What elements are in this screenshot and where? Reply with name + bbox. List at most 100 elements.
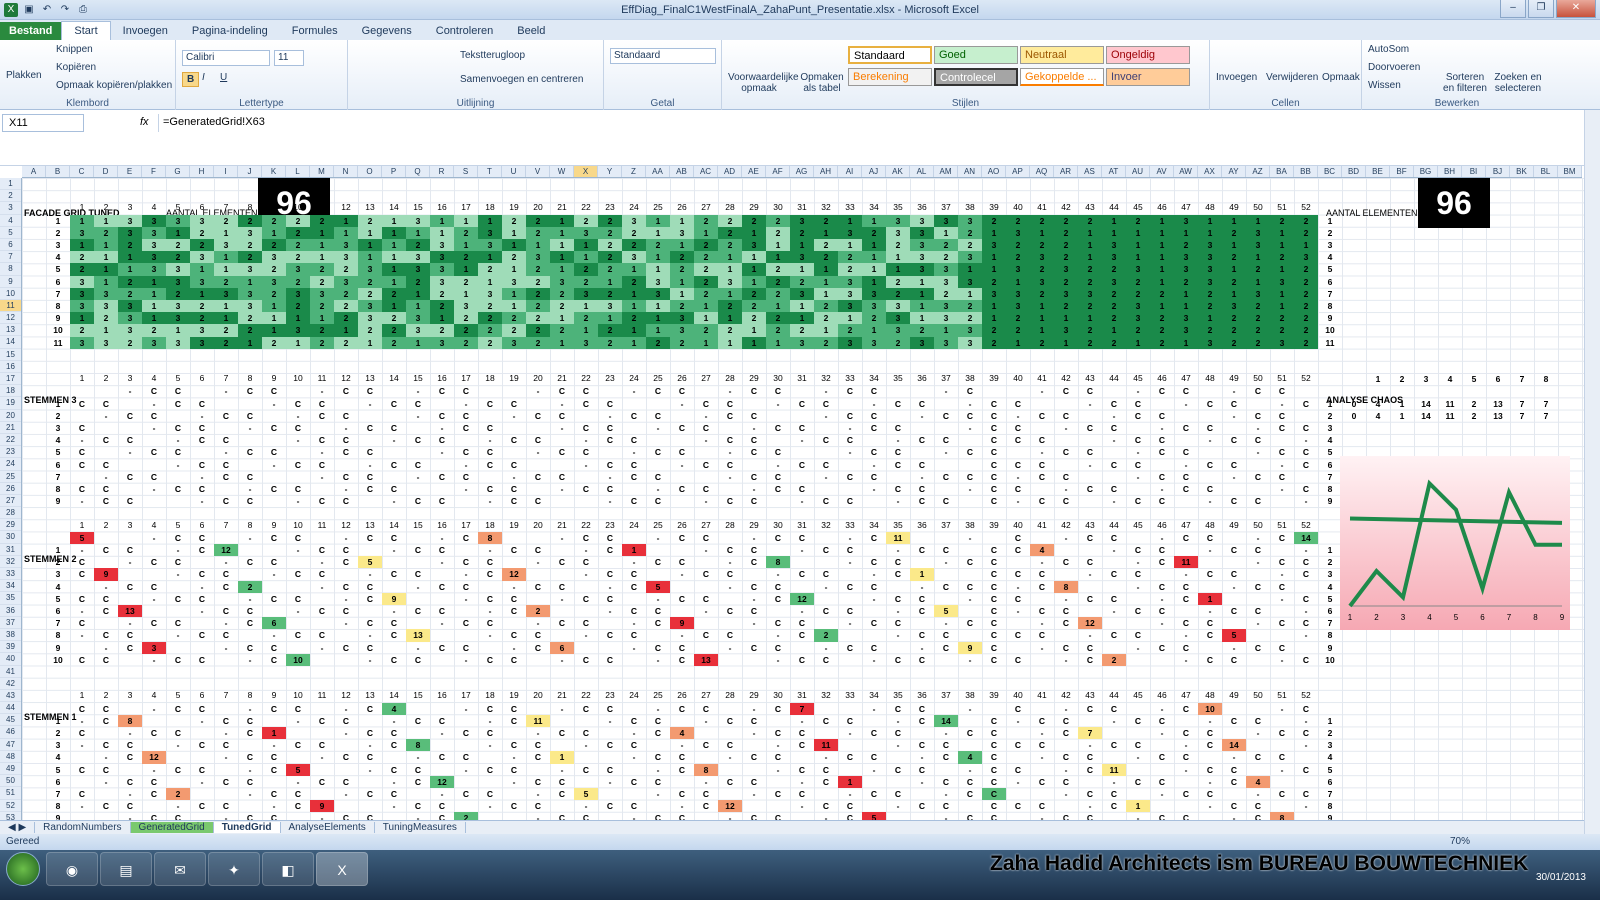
grid-cell[interactable]: 1 xyxy=(910,300,934,313)
stem-cell[interactable]: C xyxy=(486,703,494,714)
grid-cell[interactable]: 1 xyxy=(1126,336,1150,349)
stem-cell[interactable]: 14 xyxy=(1294,531,1318,544)
stem-cell[interactable]: C xyxy=(534,471,542,482)
grid-cell[interactable]: 1 xyxy=(166,324,190,337)
stem-cell[interactable]: C xyxy=(582,557,590,568)
stem-cell[interactable]: C xyxy=(582,423,590,433)
excel-taskbar-icon[interactable]: X xyxy=(316,852,368,886)
paste-button[interactable]: Plakken xyxy=(6,70,42,81)
stem-cell[interactable]: C xyxy=(222,801,230,812)
grid-cell[interactable]: 1 xyxy=(574,251,598,264)
stem-cell[interactable]: - xyxy=(464,459,468,470)
stem-cell[interactable]: C xyxy=(198,801,206,812)
stem-cell[interactable]: - xyxy=(200,581,204,592)
grid-cell[interactable]: 1 xyxy=(454,214,478,227)
stem-cell[interactable]: C xyxy=(366,471,374,482)
stem-cell[interactable]: - xyxy=(1040,752,1044,763)
stem-cell[interactable]: C xyxy=(222,740,230,751)
stem-cell[interactable]: C xyxy=(150,789,158,799)
column-header[interactable]: K xyxy=(262,166,286,177)
grid-cell[interactable]: 2 xyxy=(502,251,526,264)
stem-cell[interactable]: C xyxy=(918,484,926,494)
grid-cell[interactable]: 3 xyxy=(670,324,694,337)
stem-cell[interactable]: C xyxy=(198,484,206,494)
stem-cell[interactable]: C xyxy=(990,484,998,494)
grid-cell[interactable]: 1 xyxy=(550,226,574,239)
stem-cell[interactable]: C xyxy=(438,642,446,653)
stem-cell[interactable]: - xyxy=(152,593,156,604)
stem-cell[interactable]: C xyxy=(1038,569,1046,580)
grid-cell[interactable]: 3 xyxy=(934,214,958,227)
stem-cell[interactable]: C xyxy=(174,654,182,665)
grid-cell[interactable]: 1 xyxy=(70,239,94,252)
row-index-right[interactable]: 7 xyxy=(1327,789,1333,799)
grid-cell[interactable]: 2 xyxy=(382,324,406,337)
stem-cell[interactable]: - xyxy=(608,776,612,787)
stem-cell[interactable]: C xyxy=(1278,447,1286,458)
row-header[interactable]: 48 xyxy=(0,751,21,763)
stem-cell[interactable]: - xyxy=(752,703,756,714)
stem-cell[interactable]: C xyxy=(462,752,470,763)
stem-cell[interactable]: - xyxy=(896,496,900,507)
grid-cell[interactable]: 3 xyxy=(430,239,454,252)
stem-cell[interactable]: C xyxy=(1206,398,1214,409)
grid-cell[interactable]: 2 xyxy=(286,214,310,227)
stem-cell[interactable]: C xyxy=(414,606,422,616)
stem-cell[interactable]: C xyxy=(486,484,494,494)
stem-cell[interactable]: - xyxy=(416,471,420,482)
stem-cell[interactable]: C xyxy=(966,618,974,629)
row-header[interactable]: 26 xyxy=(0,483,21,495)
grid-cell[interactable]: 2 xyxy=(670,336,694,349)
stem-cell[interactable]: C xyxy=(486,447,494,458)
stem-cell[interactable]: C xyxy=(966,447,974,458)
stem-cell[interactable]: C xyxy=(726,569,734,580)
fill-button[interactable]: Doorvoeren xyxy=(1368,62,1421,73)
chaos-value[interactable]: 1 xyxy=(1399,398,1405,409)
stem-cell[interactable]: C xyxy=(1086,764,1094,775)
stem-cell[interactable]: C xyxy=(990,545,998,555)
stem-cell[interactable]: C xyxy=(678,642,686,653)
stem-cell[interactable]: C xyxy=(150,776,158,787)
grid-cell[interactable]: 2 xyxy=(382,287,406,300)
stem-cell[interactable]: - xyxy=(776,740,780,751)
grid-cell[interactable]: 1 xyxy=(1102,226,1126,239)
stem-cell[interactable]: - xyxy=(1184,764,1188,775)
grid-cell[interactable]: 1 xyxy=(430,312,454,325)
stem-cell[interactable]: C xyxy=(1230,776,1238,787)
stem-cell[interactable]: - xyxy=(440,447,444,458)
grid-cell[interactable]: 2 xyxy=(790,324,814,337)
stem-cell[interactable]: C xyxy=(174,484,182,494)
stem-cell[interactable]: - xyxy=(536,557,540,568)
stem-cell[interactable]: - xyxy=(1304,496,1308,507)
stem-cell[interactable]: C xyxy=(438,801,446,812)
stem-cell[interactable]: - xyxy=(488,801,492,812)
stem-cell[interactable]: - xyxy=(1160,532,1164,543)
stem-cell[interactable]: C xyxy=(654,642,662,653)
stem-cell[interactable]: C xyxy=(774,423,782,433)
grid-cell[interactable]: 2 xyxy=(238,214,262,227)
column-header[interactable]: X xyxy=(574,166,598,177)
stem-cell[interactable]: C xyxy=(342,581,350,592)
grid-cell[interactable]: 1 xyxy=(550,336,574,349)
stem-cell[interactable]: - xyxy=(272,398,276,409)
grid-cell[interactable]: 1 xyxy=(454,239,478,252)
grid-cell[interactable]: 2 xyxy=(526,214,550,227)
grid-cell[interactable]: 2 xyxy=(1006,239,1030,252)
grid-cell[interactable]: 3 xyxy=(334,239,358,252)
grid-cell[interactable]: 1 xyxy=(862,251,886,264)
grid-cell[interactable]: 1 xyxy=(1030,324,1054,337)
stem-cell[interactable]: - xyxy=(104,471,108,482)
stem-cell[interactable]: C xyxy=(918,459,926,470)
stem-cell[interactable]: C xyxy=(942,581,950,592)
grid-cell[interactable]: 1 xyxy=(814,263,838,276)
stem-cell[interactable]: - xyxy=(104,642,108,653)
stem-cell[interactable]: C xyxy=(630,459,638,470)
stem-cell[interactable]: C xyxy=(870,581,878,592)
grid-cell[interactable]: 3 xyxy=(958,336,982,349)
stem-cell[interactable]: C xyxy=(702,801,710,812)
stem-cell[interactable]: 12 xyxy=(142,751,166,764)
stem-cell[interactable]: C xyxy=(894,569,902,580)
row-header[interactable]: 24 xyxy=(0,458,21,471)
stem-cell[interactable]: - xyxy=(440,728,444,738)
stem-cell[interactable]: - xyxy=(1160,484,1164,494)
